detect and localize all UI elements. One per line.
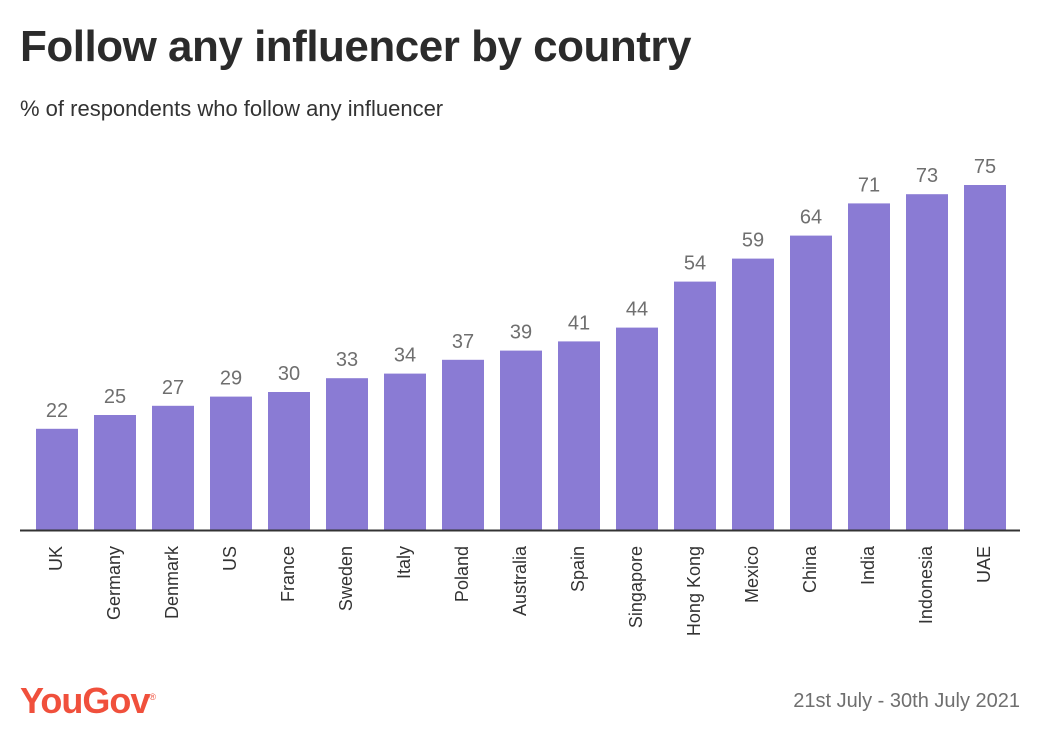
yougov-logo: YouGov®	[20, 680, 156, 722]
data-label: 27	[162, 377, 184, 399]
bar	[906, 194, 948, 530]
x-tick-label: UK	[46, 546, 66, 571]
data-label: 37	[452, 331, 474, 353]
data-label: 75	[974, 156, 996, 178]
data-label: 59	[742, 230, 764, 252]
x-tick-label: India	[858, 545, 878, 585]
x-tick-label: Indonesia	[916, 545, 936, 624]
bar	[848, 203, 890, 530]
bar	[442, 359, 484, 530]
bar	[616, 327, 658, 530]
data-label: 71	[858, 174, 880, 196]
data-label: 41	[568, 312, 590, 334]
registered-mark: ®	[149, 692, 156, 702]
bar	[152, 405, 194, 530]
bar	[268, 392, 310, 530]
x-tick-label: Denmark	[162, 545, 182, 619]
bar	[964, 185, 1006, 530]
bar	[326, 378, 368, 530]
x-tick-label: Italy	[394, 546, 414, 579]
x-tick-label: Sweden	[336, 546, 356, 611]
brand-name: YouGov	[20, 680, 150, 721]
x-tick-label: UAE	[974, 546, 994, 583]
data-label: 25	[104, 386, 126, 408]
x-tick-label: Germany	[104, 546, 124, 620]
bar	[790, 235, 832, 530]
chart-subtitle: % of respondents who follow any influenc…	[20, 96, 444, 121]
x-tick-label: Poland	[452, 546, 472, 602]
data-label: 33	[336, 349, 358, 371]
bar	[384, 373, 426, 530]
data-label: 34	[394, 345, 416, 367]
bar-chart: 22 UK 25 Germany 27 Denmark 29 US 30 France 33 Swed…	[20, 156, 1020, 636]
bar	[36, 428, 78, 530]
data-label: 22	[46, 400, 68, 422]
data-label: 44	[626, 299, 648, 321]
x-tick-label: US	[220, 546, 240, 571]
data-label: 30	[278, 363, 300, 385]
bar	[558, 341, 600, 530]
chart-title: Follow any influencer by country	[20, 22, 691, 71]
x-tick-label: Hong Kong	[684, 546, 704, 636]
bar	[210, 396, 252, 530]
data-label: 73	[916, 165, 938, 187]
data-label: 29	[220, 368, 242, 390]
bar	[500, 350, 542, 530]
x-tick-label: Australia	[510, 545, 530, 616]
bar	[674, 281, 716, 530]
x-tick-label: Spain	[568, 546, 588, 592]
x-tick-label: France	[278, 546, 298, 602]
data-label: 39	[510, 322, 532, 344]
x-tick-label: Mexico	[742, 546, 762, 603]
data-label: 54	[684, 253, 706, 275]
x-tick-label: Singapore	[626, 546, 646, 628]
date-range: 21st July - 30th July 2021	[793, 690, 1020, 712]
data-label: 64	[800, 207, 822, 229]
bar	[732, 258, 774, 530]
x-tick-label: China	[800, 545, 820, 593]
bar	[94, 415, 136, 530]
